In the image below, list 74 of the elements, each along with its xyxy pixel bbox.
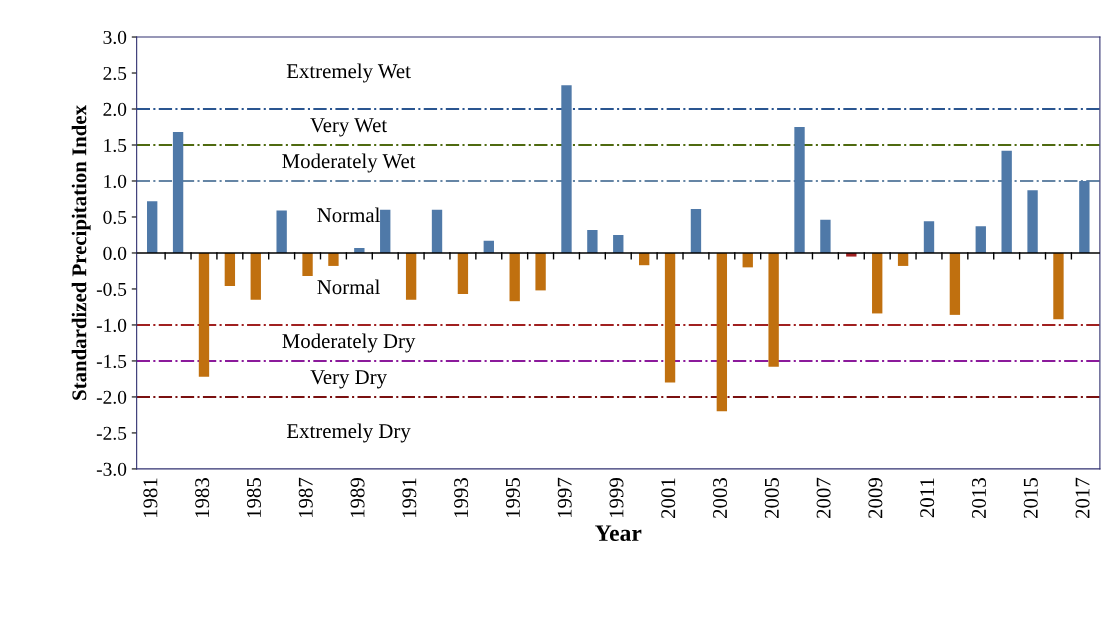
x-tick-label: 1981 (143, 478, 158, 518)
y-tick-label: -3.0 (96, 462, 127, 476)
bar (276, 210, 287, 253)
y-tick-label: -0.5 (96, 282, 127, 296)
annotation: Very Dry (310, 370, 387, 389)
annotation: Normal (317, 279, 380, 295)
bar (923, 221, 935, 253)
bar (328, 252, 339, 266)
bar (198, 252, 210, 377)
y-tick-label: 0.0 (103, 246, 127, 260)
bar (1001, 150, 1012, 253)
y-tick-label: -2.5 (96, 426, 127, 440)
bar (872, 252, 883, 314)
y-tick-label: 0.5 (103, 210, 127, 224)
annotation: Normal (317, 207, 380, 223)
y-tick-label: -1.0 (96, 318, 127, 332)
x-tick-label: 2013 (971, 478, 986, 519)
bar (897, 252, 909, 266)
annotation: Moderately Wet (282, 153, 416, 173)
bar (949, 252, 961, 315)
bar (509, 252, 520, 302)
bar (820, 219, 831, 253)
bar (405, 252, 417, 300)
bar (250, 252, 261, 300)
annotation: Moderately Dry (282, 333, 416, 353)
x-tick-label: 1995 (505, 478, 520, 518)
y-tick-label: 3.0 (103, 30, 127, 45)
bar (587, 229, 598, 253)
x-tick-label: 2003 (713, 478, 728, 519)
x-tick-label: 1997 (557, 477, 572, 518)
y-tick-label: 2.5 (103, 66, 127, 81)
x-tick-label: 1991 (402, 478, 417, 518)
y-tick-label: -2.0 (96, 390, 127, 404)
bar (1053, 252, 1064, 320)
bar (1079, 180, 1090, 253)
y-tick-label: 1.0 (104, 174, 127, 189)
bar (431, 209, 443, 253)
bar (975, 226, 986, 253)
annotation: Very Wet (310, 118, 388, 137)
bar (1027, 190, 1038, 253)
x-tick-label: 2001 (661, 478, 676, 519)
x-axis-title: Year (595, 525, 642, 542)
x-tick-label: 2011 (920, 478, 935, 518)
bar (147, 201, 158, 253)
y-axis-title: Standardized Precipitation Index (71, 105, 91, 400)
x-tick-label: 1989 (350, 478, 365, 518)
bar (535, 252, 546, 291)
y-tick-label: -1.5 (96, 354, 127, 368)
x-tick-label: 1983 (195, 478, 210, 518)
bar (224, 252, 236, 287)
x-tick-label: 1993 (454, 478, 469, 518)
bar (768, 252, 779, 367)
annotation: Extremely Dry (286, 423, 411, 443)
x-tick-label: 2009 (868, 478, 883, 519)
y-tick-label: 1.5 (104, 138, 127, 153)
annotation: Extremely Wet (286, 63, 411, 83)
x-tick-label: 2015 (1023, 478, 1038, 519)
x-tick-label: 2007 (816, 477, 831, 519)
x-tick-label: 1985 (246, 478, 261, 518)
bar (716, 252, 728, 412)
x-tick-label: 1999 (609, 478, 624, 518)
bar (613, 234, 624, 253)
x-tick-label: 2017 (1075, 477, 1090, 519)
bar (380, 209, 391, 253)
bar (664, 252, 676, 383)
bar (690, 209, 702, 253)
x-tick-label: 1987 (298, 477, 313, 518)
bar (172, 132, 184, 253)
x-tick-label: 2005 (764, 478, 779, 519)
bar (457, 252, 469, 294)
bar (561, 85, 572, 253)
y-tick-label: 2.0 (103, 102, 127, 117)
bar (794, 127, 805, 253)
bar (302, 252, 313, 276)
